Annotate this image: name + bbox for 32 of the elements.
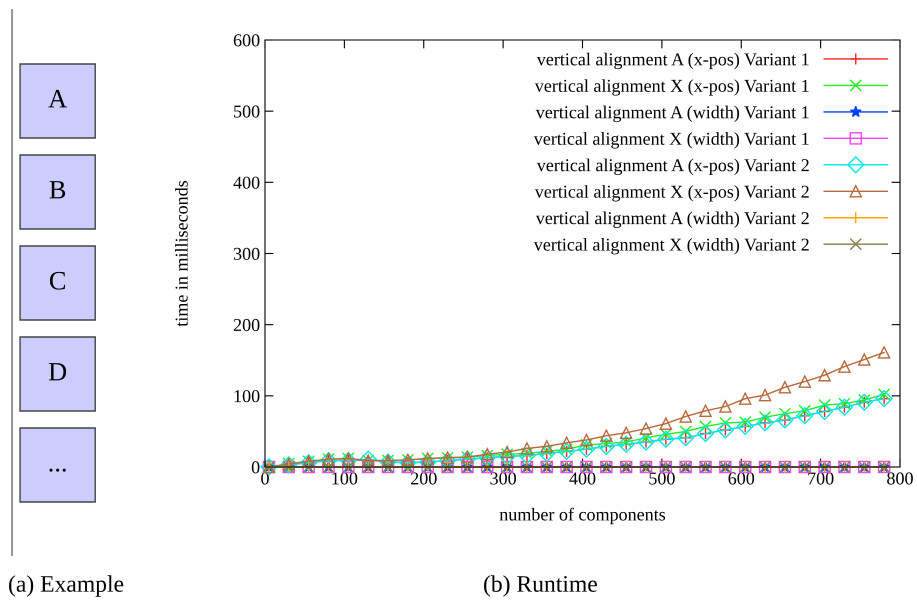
text: D bbox=[48, 363, 66, 380]
y-tick-label: 200 bbox=[234, 318, 260, 332]
text: C bbox=[50, 272, 65, 290]
text: (a) Example bbox=[9, 575, 124, 597]
text: A bbox=[48, 90, 67, 108]
x-tick-label: 400 bbox=[569, 472, 596, 485]
y-tick-label: 400 bbox=[233, 176, 260, 189]
x-tick-label: 600 bbox=[728, 472, 754, 485]
x-tick-label: 300 bbox=[490, 472, 516, 485]
x-tick-label: 200 bbox=[411, 472, 437, 485]
legend-label: vertical alignment A (x-pos) Variant 1 bbox=[536, 52, 809, 70]
text: ... bbox=[49, 468, 66, 472]
legend-label: vertical alignment X (width) Variant 2 bbox=[534, 238, 809, 254]
legend-label: vertical alignment X (x-pos) Variant 2 bbox=[534, 185, 809, 202]
legend-label: vertical alignment A (width) Variant 1 bbox=[536, 106, 809, 122]
y-axis-title: time in milliseconds bbox=[175, 180, 188, 327]
legend-label: vertical alignment X (width) Variant 1 bbox=[534, 132, 809, 149]
legend-label: vertical alignment X (x-pos) Variant 1 bbox=[534, 79, 809, 96]
y-tick-label: 100 bbox=[234, 390, 260, 402]
x-tick-label: 700 bbox=[808, 472, 834, 485]
legend-label: vertical alignment A (x-pos) Variant 2 bbox=[536, 158, 809, 176]
x-tick-label: 100 bbox=[332, 472, 358, 485]
x-tick-label: 500 bbox=[649, 472, 675, 485]
x-axis-title: number of components bbox=[500, 508, 666, 524]
y-tick-label: 0 bbox=[252, 461, 260, 474]
x-tick-label: 800 bbox=[887, 472, 913, 485]
legend-label: vertical alignment A (width) Variant 2 bbox=[536, 212, 809, 228]
y-tick-label: 300 bbox=[234, 248, 260, 260]
text: (b) Runtime bbox=[484, 575, 597, 597]
y-tick-label: 600 bbox=[234, 34, 260, 46]
text: B bbox=[50, 181, 66, 198]
y-tick-label: 500 bbox=[234, 105, 260, 118]
